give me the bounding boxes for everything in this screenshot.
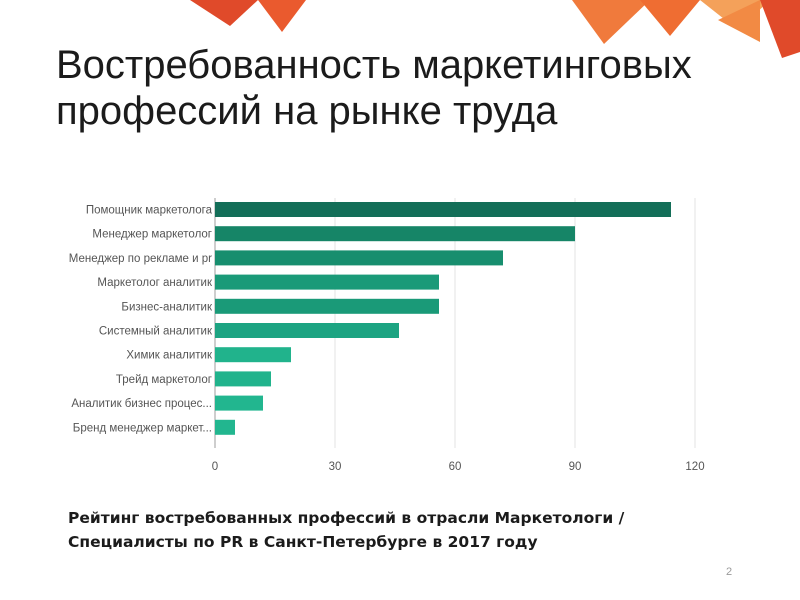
x-tick-label: 30 (329, 461, 342, 472)
bar (215, 419, 235, 435)
x-tick-label: 120 (685, 461, 704, 472)
category-label: Химик аналитик (126, 350, 213, 362)
x-tick-label: 0 (212, 461, 218, 472)
x-tick-label: 90 (569, 461, 582, 472)
page-number: 2 (726, 566, 733, 578)
bar-chart: Помощник маркетолога Менеджер маркетолог М… (52, 182, 720, 472)
slide-title: Востребованность маркетинговых профессий… (56, 43, 692, 133)
category-label: Трейд маркетолог (116, 374, 212, 386)
category-label: Менеджер маркетолог (92, 229, 212, 241)
bar (215, 274, 439, 290)
category-label: Аналитик бизнес процес... (71, 398, 212, 410)
x-tick-label: 60 (449, 461, 462, 472)
slide-caption: Рейтинг востребованных профессий в отрас… (68, 509, 625, 551)
category-label: Менеджер по рекламе и pr (69, 253, 212, 265)
bar (215, 395, 263, 411)
bar (215, 226, 575, 242)
bar (215, 347, 291, 363)
bar (215, 202, 671, 217)
category-label: Бренд менеджер маркет... (73, 422, 212, 434)
category-label: Помощник маркетолога (86, 205, 213, 217)
bar (215, 371, 271, 387)
category-label: Системный аналитик (99, 326, 213, 338)
bar-chart-svg: Помощник маркетолога Менеджер маркетолог М… (69, 198, 705, 472)
decorative-triangles (190, 0, 800, 58)
category-label: Маркетолог аналитик (97, 277, 213, 289)
bar (215, 250, 503, 266)
bar (215, 323, 399, 338)
category-label: Бизнес-аналитик (121, 301, 213, 313)
bar (215, 298, 439, 314)
